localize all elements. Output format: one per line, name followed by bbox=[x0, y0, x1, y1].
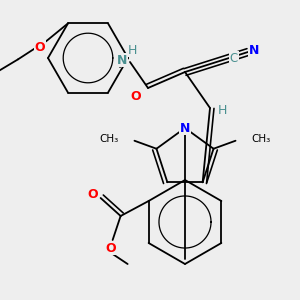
Text: C: C bbox=[230, 52, 238, 64]
Text: O: O bbox=[105, 242, 116, 254]
Text: H: H bbox=[127, 44, 137, 56]
Text: O: O bbox=[131, 89, 141, 103]
Text: N: N bbox=[180, 122, 190, 134]
Text: N: N bbox=[249, 44, 259, 56]
Text: O: O bbox=[35, 41, 45, 54]
Text: H: H bbox=[217, 103, 227, 116]
Text: O: O bbox=[87, 188, 98, 200]
Text: N: N bbox=[117, 53, 127, 67]
Text: CH₃: CH₃ bbox=[99, 134, 119, 144]
Text: CH₃: CH₃ bbox=[251, 134, 271, 144]
